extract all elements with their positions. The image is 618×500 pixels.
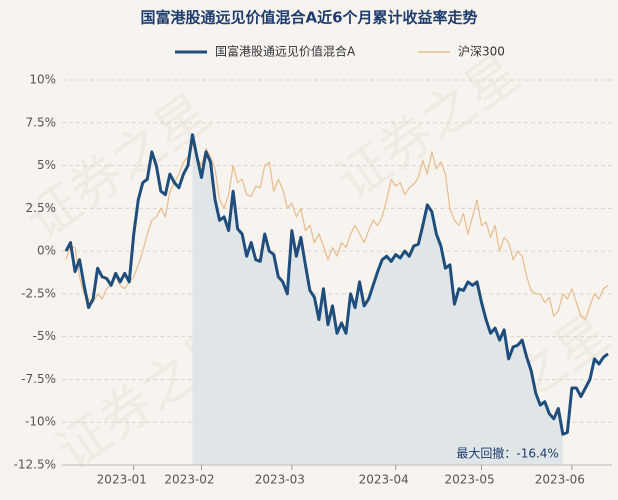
- x-tick-label: 2023-01: [97, 473, 147, 487]
- x-tick-label: 2023-04: [359, 473, 409, 487]
- legend-label: 沪深300: [458, 45, 505, 59]
- y-tick-label: -2.5%: [21, 286, 56, 300]
- y-tick-label: -5%: [33, 329, 56, 343]
- x-tick-label: 2023-03: [255, 473, 305, 487]
- y-tick-label: 7.5%: [26, 115, 57, 129]
- drawdown-area: [192, 134, 563, 465]
- x-tick-label: 2023-06: [535, 473, 585, 487]
- series-line: [65, 142, 609, 321]
- x-tick-label: 2023-05: [444, 473, 494, 487]
- y-tick-label: 10%: [29, 73, 56, 87]
- x-tick-label: 2023-02: [164, 473, 214, 487]
- series-line: [64, 133, 609, 436]
- y-tick-label: -12.5%: [14, 458, 56, 472]
- y-tick-label: -7.5%: [21, 372, 56, 386]
- y-tick-label: 2.5%: [26, 201, 57, 215]
- y-tick-label: 0%: [37, 244, 56, 258]
- chart-title: 国富港股通远见价值混合A近6个月累计收益率走势: [140, 9, 477, 27]
- annotation: 最大回撤：-16.4%: [456, 446, 558, 461]
- y-tick-label: 5%: [37, 158, 56, 172]
- legend-label: 国富港股通远见价值混合A: [215, 44, 356, 59]
- y-tick-label: -10%: [25, 415, 56, 429]
